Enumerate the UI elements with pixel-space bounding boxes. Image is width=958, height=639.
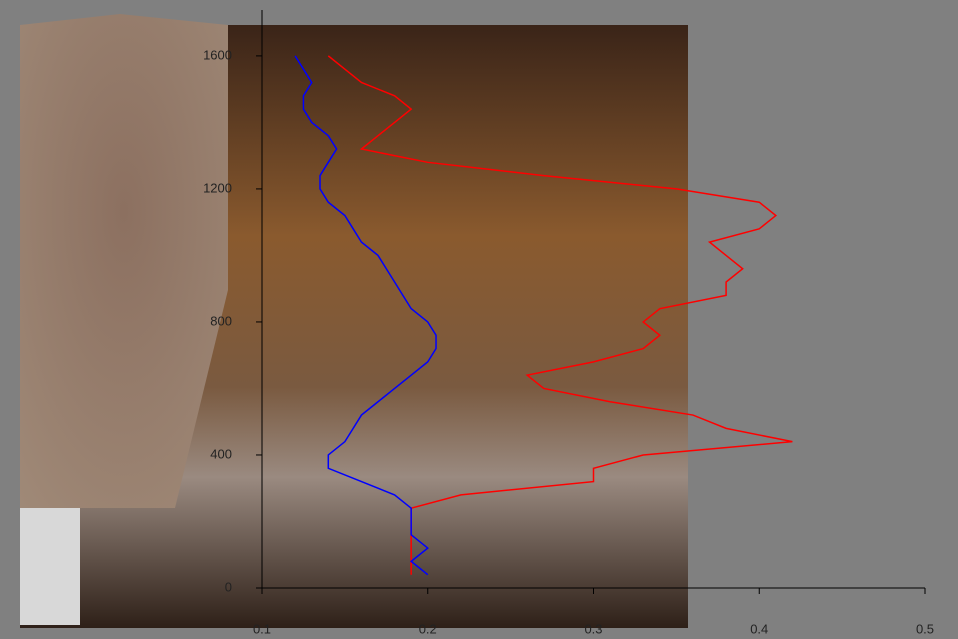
page: 0.10.20.30.40.5040080012001600 (() => { …	[0, 0, 958, 639]
y-tick-label: 0	[225, 579, 232, 594]
x-tick-label: 0.3	[584, 621, 602, 636]
photo-light-patch	[20, 505, 80, 625]
y-tick-label: 1600	[203, 47, 232, 62]
y-tick-label: 400	[210, 446, 232, 461]
y-tick-label: 800	[210, 313, 232, 328]
chart: 0.1 0.2 0.3 0.4 0.5 0 400 800 1200 1600	[0, 0, 958, 639]
x-tick-label: 0.2	[419, 621, 437, 636]
x-tick-label: 0.1	[253, 621, 271, 636]
x-tick-label: 0.5	[916, 621, 934, 636]
y-tick-label: 1200	[203, 180, 232, 195]
x-tick-label: 0.4	[750, 621, 768, 636]
